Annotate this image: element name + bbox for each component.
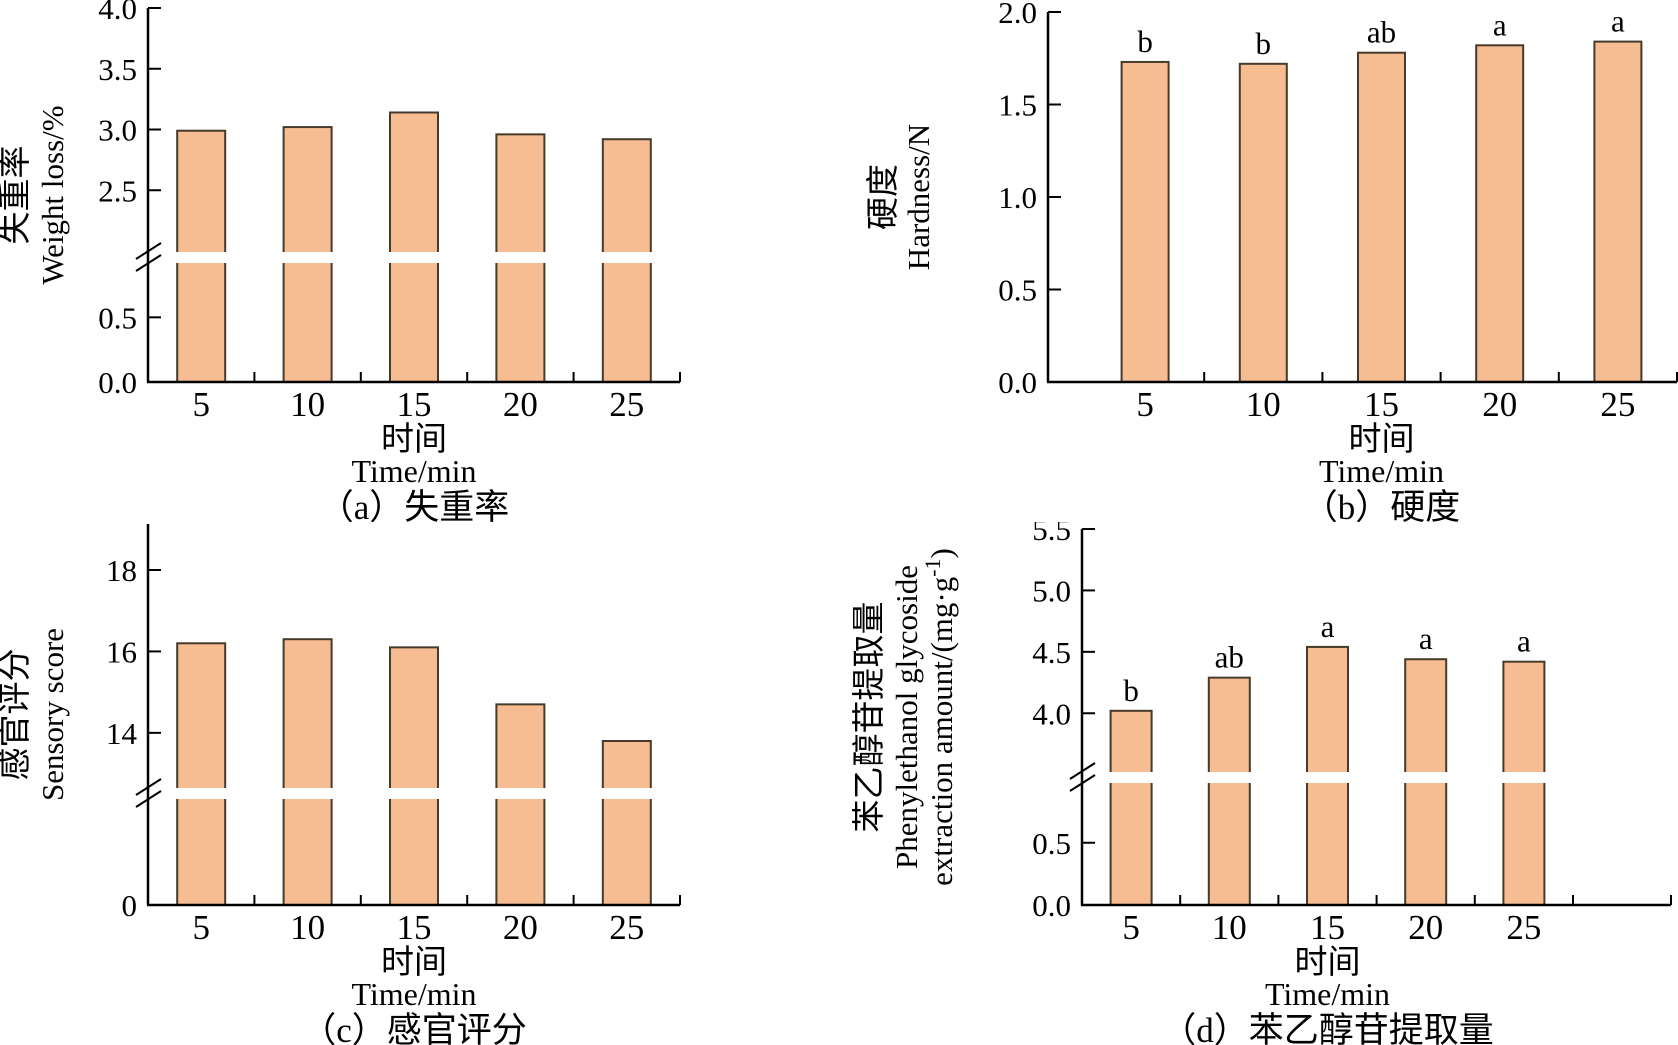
x-axis-label-zh: 时间 [381,945,447,981]
y-axis-label-zh: 失重率 [0,146,34,245]
y-tick-label: 4.5 [1032,635,1071,670]
chart-b: b b ab a a 0.0 0.5 1.0 1.5 2.0 5 10 15 20 25 时间Time/min… [865,0,1678,522]
y-axis-label-en: Hardness/N [901,124,936,270]
bar-25min [1593,40,1643,383]
bar-5min [1109,709,1153,906]
x-tick-label: 25 [1600,385,1635,424]
axis-break-gap [150,788,680,799]
y-axis-label-zh: 苯乙醇苷提取量 [851,602,888,833]
panel-c: 0 14 16 18 5 10 15 20 25 时间 Time/min （c）感官评分 感官评分 Sen… [0,522,839,1045]
bar-5min [176,642,227,906]
x-tick-label: 5 [1136,385,1154,424]
x-tick-label: 20 [503,908,538,947]
y-axis-label-en: Weight loss/% [35,105,70,284]
y-tick-label: 2.5 [98,173,137,208]
panel-a: 0.0 0.5 2.5 3.0 3.5 4.0 5 10 15 20 25 时间 Time/min （a）… [0,0,839,522]
x-axis-label-zh: 时间 [381,422,447,458]
x-tick-label: 10 [1246,385,1281,424]
significance-letter: ab [1367,15,1396,50]
y-axis-label-en: Phenylethanol glycoside [889,565,924,869]
x-tick-label: 5 [1122,908,1140,947]
y-tick-label: 4.0 [1032,696,1071,731]
y-tick-label: 3.0 [98,113,137,148]
bar-15min [389,646,439,907]
axis-break-gap [150,252,680,263]
significance-letter: a [1493,7,1507,42]
y-tick-label: 0.0 [998,365,1037,400]
bar-20min [1475,44,1525,384]
y-tick-label: 4.0 [98,0,137,26]
x-tick-label: 10 [1212,908,1247,947]
axis-break-gap [1084,772,1671,783]
y-tick-label: 0.5 [98,300,137,335]
x-tick-label: 15 [397,908,432,947]
y-tick-label: 14 [106,716,138,751]
x-axis-label-en: Time/min [1319,453,1444,489]
panel-b: b b ab a a 0.0 0.5 1.0 1.5 2.0 5 10 15 20 25 时间 Time/min… [839,0,1678,522]
bar-10min [282,638,333,906]
panel-d: b ab a a a 0.0 0.5 4.0 4.5 5.0 5.5 5 10 15 20 25 时间 Time/… [839,522,1678,1045]
chart-d: b ab a a a 0.0 0.5 4.0 4.5 5.0 5.5 5 10 15 20 25 时间Time/… [851,522,1672,1045]
y-axis-label-zh: 感官评分 [0,649,34,781]
chart-a: 0.0 0.5 2.5 3.0 3.5 4.0 5 10 15 20 25 时间Time/min（a）… [0,0,681,522]
x-axis-label-en: Time/min [1265,976,1390,1012]
significance-letter: ab [1215,640,1244,675]
significance-letter: a [1419,621,1433,656]
x-axis-label-en: Time/min [351,976,476,1012]
bar-15min [1357,51,1406,383]
y-tick-label: 5.0 [1032,573,1071,608]
x-tick-label: 20 [1408,908,1443,947]
x-tick-label: 20 [1482,385,1517,424]
y-tick-label: 0.5 [1032,826,1071,861]
y-tick-label: 0.0 [1032,888,1071,923]
bar-25min [1502,660,1546,906]
x-tick-label: 5 [192,385,210,424]
x-tick-label: 15 [1310,908,1345,947]
x-tick-label: 15 [1364,385,1399,424]
x-tick-label: 25 [609,908,644,947]
y-tick-label: 0 [122,888,138,923]
y-tick-label: 18 [106,553,137,588]
y-axis-label-zh: 硬度 [865,164,902,230]
y-tick-label: 0.5 [998,273,1037,308]
significance-letter: a [1517,624,1531,659]
y-tick-label: 1.0 [998,180,1037,215]
y-axis-label-en: extraction amount/(mg·g-1) [920,548,959,886]
significance-letter: b [1256,26,1272,61]
y-axis-label-en: Sensory score [35,628,70,801]
x-tick-label: 5 [192,908,210,947]
y-tick-label: 1.5 [998,88,1037,123]
bar-20min [495,703,546,906]
significance-letter: b [1137,24,1153,59]
panel-caption: （c）感官评分 [301,1011,527,1045]
x-tick-label: 20 [503,385,538,424]
y-tick-label: 5.5 [1032,522,1071,547]
significance-letter: b [1123,673,1139,708]
bar-10min [1207,676,1251,906]
panel-caption: （a）失重率 [319,488,510,522]
x-axis-label-zh: 时间 [1295,945,1361,981]
bar-5min [1120,60,1170,383]
x-tick-label: 10 [290,385,325,424]
y-tick-label: 3.5 [98,52,137,87]
panel-caption: （d）苯乙醇苷提取量 [1161,1011,1494,1045]
y-tick-label: 16 [106,634,137,669]
x-axis-label-zh: 时间 [1349,422,1415,458]
bar-10min [1238,62,1288,384]
x-tick-label: 25 [609,385,644,424]
bar-15min [389,111,439,384]
significance-letter: a [1321,609,1335,644]
bar-25min [601,739,652,906]
x-axis-label-en: Time/min [351,453,476,489]
significance-letter: a [1611,4,1625,39]
x-tick-label: 25 [1506,908,1541,947]
x-tick-label: 15 [397,385,432,424]
x-tick-label: 10 [290,908,325,947]
y-tick-label: 2.0 [998,0,1037,30]
y-tick-label: 0.0 [98,365,137,400]
panel-caption: （b）硬度 [1303,488,1461,522]
